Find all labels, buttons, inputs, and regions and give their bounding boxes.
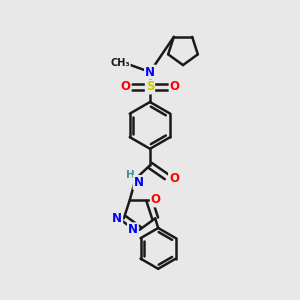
Text: N: N (128, 223, 138, 236)
Text: O: O (169, 80, 180, 94)
Text: O: O (120, 80, 130, 94)
Text: N: N (134, 176, 144, 189)
Text: S: S (146, 80, 154, 94)
Text: H: H (126, 170, 135, 180)
Text: N: N (112, 212, 122, 225)
Text: CH₃: CH₃ (110, 58, 130, 68)
Text: N: N (145, 65, 155, 79)
Text: O: O (169, 172, 179, 185)
Text: O: O (151, 194, 161, 206)
